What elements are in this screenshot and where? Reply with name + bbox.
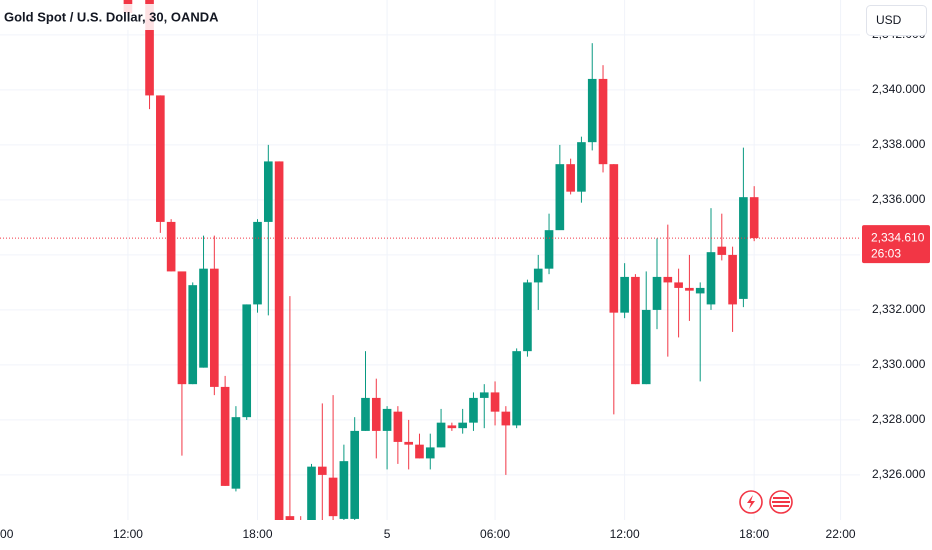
- candle-body: [231, 417, 241, 489]
- candle-body: [210, 268, 219, 387]
- grid: [0, 0, 860, 520]
- candle-body: [533, 268, 543, 283]
- candle-body: [253, 221, 262, 305]
- candle-body: [663, 276, 673, 283]
- candles: [123, 0, 759, 527]
- candle-body: [706, 252, 716, 305]
- candle-body: [199, 268, 208, 368]
- candle-body: [728, 254, 737, 305]
- candle-body: [371, 397, 381, 431]
- candle-body: [631, 276, 640, 385]
- candle-body: [382, 408, 392, 431]
- candle-body: [361, 397, 370, 431]
- candle-body: [307, 466, 316, 520]
- x-tick-label: 18:00: [242, 527, 272, 541]
- candle-body: [242, 304, 252, 418]
- candle-body: [415, 444, 424, 459]
- x-tick-label: 18:00: [739, 527, 769, 541]
- candle-body: [156, 95, 165, 222]
- candle-body: [479, 392, 489, 398]
- x-tick-label: 22:00: [826, 527, 856, 541]
- y-tick-label: 2,328.000: [872, 412, 926, 426]
- candle-body: [555, 164, 565, 231]
- candle-body: [620, 276, 629, 313]
- candle-body: [447, 425, 457, 429]
- candle-body: [739, 197, 748, 299]
- candle-body: [425, 447, 435, 459]
- candle-body: [285, 516, 295, 520]
- y-tick-label: 2,330.000: [872, 357, 926, 371]
- x-tick-label: 06:00: [0, 527, 14, 541]
- candle-body: [523, 282, 532, 352]
- candle-body: [609, 164, 619, 313]
- candle-body: [220, 386, 230, 486]
- candle-body: [393, 411, 403, 442]
- candle-body: [717, 246, 727, 255]
- y-tick-label: 2,340.000: [872, 82, 926, 96]
- candle-body: [166, 221, 176, 272]
- axes: 2,326.000 2,328.000 2,330.000 2,332.000 2,33…: [0, 27, 930, 541]
- candle-body: [587, 78, 597, 143]
- candle-body: [512, 351, 521, 426]
- candle-body: [188, 285, 198, 385]
- y-tick-label: 2,338.000: [872, 137, 926, 151]
- candle-body: [490, 392, 500, 412]
- candle-body: [296, 522, 305, 527]
- currency-button[interactable]: [866, 5, 927, 36]
- candle-body: [566, 164, 575, 192]
- last-price-box: [862, 225, 930, 264]
- candle-body: [177, 271, 187, 385]
- y-tick-label: 2,326.000: [872, 467, 926, 481]
- x-tick-label: 06:00: [480, 527, 510, 541]
- candle-body: [145, 0, 154, 96]
- candle-body: [404, 441, 413, 445]
- candle-body: [674, 282, 683, 288]
- last-price-label: 2,334.610: [871, 230, 925, 244]
- candle-body: [501, 411, 511, 426]
- flag-stripes: [772, 497, 790, 507]
- candle-body: [598, 78, 608, 165]
- candle-body: [469, 397, 478, 423]
- candle-body: [317, 466, 327, 475]
- candle-body: [652, 276, 662, 310]
- x-tick-label: 12:00: [113, 527, 143, 541]
- flash-glyph: [747, 495, 755, 509]
- y-tick-label: 2,336.000: [872, 192, 926, 206]
- plot-bg: [0, 0, 860, 520]
- candle-body: [641, 309, 651, 385]
- x-tick-label: 12:00: [610, 527, 640, 541]
- icons: [739, 490, 793, 514]
- countdown: 26:03: [871, 246, 901, 260]
- candle-body: [263, 161, 273, 222]
- candle-body: [328, 477, 338, 517]
- candle-body: [458, 422, 467, 429]
- candle-body: [544, 230, 554, 269]
- candle-body: [577, 142, 586, 192]
- candle-body: [695, 287, 705, 294]
- title-bg: [0, 4, 206, 30]
- candle-body: [436, 422, 446, 448]
- candle-body: [339, 461, 349, 519]
- currency-label[interactable]: USD: [876, 13, 902, 27]
- candle-body: [685, 287, 694, 291]
- chart-title: Gold Spot / U.S. Dollar, 30, OANDA: [4, 9, 219, 24]
- x-tick-label: 5: [384, 527, 391, 541]
- y-tick-label: 2,332.000: [872, 302, 926, 316]
- candle-body: [350, 430, 360, 519]
- candle-body: [274, 161, 284, 520]
- candle-body: [749, 197, 759, 239]
